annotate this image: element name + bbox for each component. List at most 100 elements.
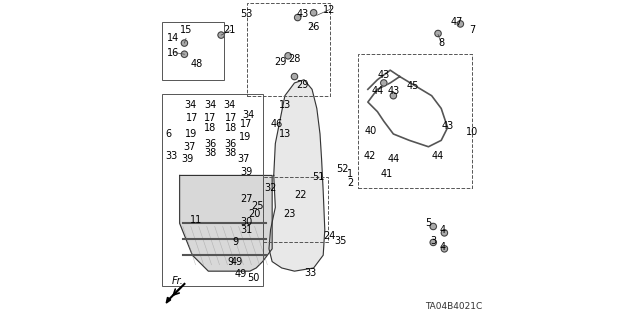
- Text: 2: 2: [347, 178, 353, 189]
- Bar: [162, 22, 224, 80]
- Text: 11: 11: [189, 215, 202, 225]
- Text: 38: 38: [204, 148, 216, 158]
- Circle shape: [285, 53, 291, 59]
- Text: 18: 18: [204, 122, 216, 133]
- Text: 27: 27: [241, 194, 253, 204]
- Text: 43: 43: [387, 86, 399, 96]
- Text: 23: 23: [284, 209, 296, 219]
- Text: 43: 43: [442, 121, 454, 131]
- Text: 34: 34: [204, 100, 216, 110]
- Text: 49: 49: [234, 269, 246, 279]
- Circle shape: [291, 73, 298, 80]
- Text: 17: 17: [225, 113, 237, 123]
- Text: 53: 53: [241, 9, 253, 19]
- Text: Fr.: Fr.: [172, 276, 184, 286]
- Text: 17: 17: [204, 113, 216, 123]
- Text: 7: 7: [469, 25, 476, 35]
- Text: 25: 25: [252, 201, 264, 211]
- Text: 17: 17: [241, 119, 253, 130]
- Circle shape: [294, 14, 301, 21]
- Circle shape: [381, 80, 387, 86]
- Bar: [358, 54, 472, 188]
- Text: 43: 43: [296, 9, 308, 19]
- Text: 48: 48: [191, 59, 204, 69]
- Text: 49: 49: [231, 256, 243, 267]
- Circle shape: [441, 230, 447, 236]
- Text: 35: 35: [335, 236, 347, 246]
- Text: 21: 21: [223, 25, 236, 35]
- Text: 43: 43: [378, 70, 390, 80]
- Text: 44: 44: [432, 151, 444, 161]
- Text: 19: 19: [239, 132, 251, 142]
- Text: 42: 42: [364, 151, 376, 161]
- Text: 15: 15: [180, 25, 192, 35]
- Text: 46: 46: [271, 119, 283, 130]
- Text: 40: 40: [365, 126, 377, 136]
- Bar: [246, 3, 330, 96]
- Text: 29: 29: [274, 57, 286, 67]
- Text: 39: 39: [182, 154, 194, 165]
- Text: 31: 31: [241, 225, 253, 235]
- Text: 39: 39: [241, 167, 253, 177]
- Circle shape: [430, 223, 436, 230]
- Text: 45: 45: [406, 81, 419, 91]
- Text: TA04B4021C: TA04B4021C: [426, 302, 483, 311]
- Text: 9: 9: [232, 237, 239, 248]
- Text: 14: 14: [167, 33, 179, 43]
- Text: 8: 8: [438, 38, 444, 48]
- Polygon shape: [180, 175, 272, 271]
- Text: 44: 44: [387, 154, 399, 165]
- Circle shape: [181, 51, 188, 57]
- Text: 44: 44: [371, 86, 383, 96]
- Circle shape: [218, 32, 224, 38]
- Text: 32: 32: [264, 183, 276, 193]
- Text: 37: 37: [183, 142, 195, 152]
- Text: 36: 36: [204, 138, 216, 149]
- Circle shape: [430, 239, 436, 246]
- Text: 13: 13: [279, 129, 291, 139]
- Text: 28: 28: [288, 54, 301, 64]
- Text: 17: 17: [186, 113, 198, 123]
- Circle shape: [390, 93, 397, 99]
- Text: 26: 26: [307, 22, 320, 32]
- Text: 29: 29: [296, 79, 308, 90]
- Text: 4: 4: [440, 225, 446, 235]
- Text: 37: 37: [237, 154, 250, 165]
- Text: 9: 9: [228, 256, 234, 267]
- Bar: [262, 177, 328, 242]
- Text: 20: 20: [248, 209, 260, 219]
- Text: 47: 47: [451, 17, 463, 27]
- Text: 1: 1: [348, 169, 353, 179]
- Text: 33: 33: [304, 268, 317, 278]
- Circle shape: [310, 10, 317, 16]
- Text: 41: 41: [381, 169, 393, 179]
- Text: 10: 10: [467, 127, 479, 137]
- Polygon shape: [269, 80, 324, 271]
- Text: 3: 3: [430, 236, 436, 246]
- Text: 34: 34: [185, 100, 197, 110]
- Circle shape: [435, 30, 441, 37]
- Text: 24: 24: [323, 231, 336, 241]
- Text: 52: 52: [336, 164, 349, 174]
- Text: 5: 5: [426, 218, 431, 228]
- Text: 30: 30: [241, 217, 253, 227]
- Text: 16: 16: [167, 48, 179, 58]
- Text: 33: 33: [166, 151, 178, 161]
- Text: 22: 22: [294, 189, 307, 200]
- Text: 38: 38: [225, 148, 237, 158]
- Text: 13: 13: [279, 100, 291, 110]
- Circle shape: [181, 40, 188, 46]
- Circle shape: [457, 21, 463, 27]
- Text: 12: 12: [323, 4, 336, 15]
- Polygon shape: [166, 297, 171, 303]
- Text: 6: 6: [165, 129, 172, 139]
- Circle shape: [441, 246, 447, 252]
- Text: 34: 34: [242, 110, 254, 120]
- Text: 51: 51: [312, 172, 324, 182]
- Text: 36: 36: [225, 138, 237, 149]
- Bar: [162, 94, 262, 286]
- Text: 18: 18: [225, 122, 237, 133]
- Text: 4: 4: [440, 242, 446, 252]
- Text: 50: 50: [247, 272, 259, 283]
- Text: 34: 34: [223, 100, 236, 110]
